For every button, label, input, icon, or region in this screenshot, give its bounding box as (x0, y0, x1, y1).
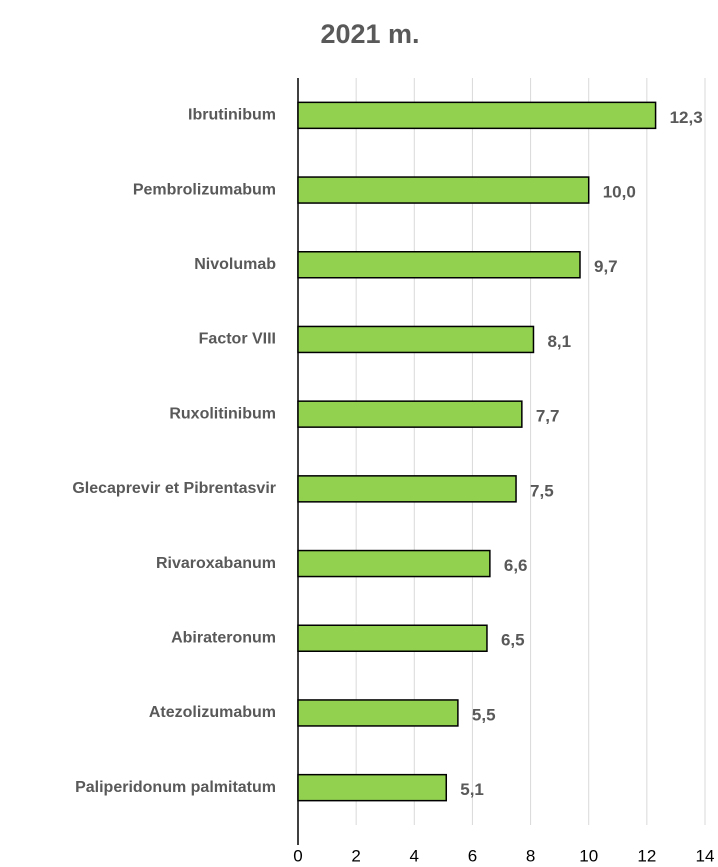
x-tick-label: 4 (410, 846, 419, 865)
data-label: 9,7 (594, 257, 618, 276)
x-tick-label: 14 (696, 846, 715, 865)
data-label: 7,7 (536, 407, 560, 426)
x-tick-label: 2 (351, 846, 360, 865)
data-label: 12,3 (670, 108, 703, 127)
data-label: 8,1 (547, 332, 571, 351)
data-label: 6,5 (501, 631, 525, 650)
y-tick-label: Pembrolizumabum (133, 181, 276, 198)
bar (297, 699, 459, 727)
bar (297, 176, 590, 204)
x-tick-label: 8 (526, 846, 535, 865)
x-tick-label: 0 (293, 846, 302, 865)
bar (297, 251, 581, 279)
bar (297, 549, 491, 578)
bar (297, 773, 448, 802)
y-tick-label: Ruxolitinibum (169, 405, 276, 422)
y-tick-label: Abirateronum (171, 629, 276, 646)
y-tick-label: Nivolumab (194, 256, 276, 273)
data-label: 7,5 (530, 481, 554, 500)
data-label: 5,1 (460, 780, 484, 799)
y-tick-label: Factor VIII (199, 331, 276, 348)
bar (297, 400, 523, 428)
bar (297, 101, 657, 130)
bar (297, 325, 535, 354)
y-tick-label: Atezolizumabum (149, 704, 276, 721)
data-label: 6,6 (504, 556, 528, 575)
data-label: 5,5 (472, 705, 496, 724)
y-tick-label: Ibrutinibum (188, 107, 276, 124)
bar (297, 475, 517, 503)
chart-title: 2021 m. (320, 19, 419, 49)
y-tick-label: Glecaprevir et Pibrentasvir (72, 480, 276, 497)
x-tick-label: 10 (579, 846, 598, 865)
x-tick-label: 12 (637, 846, 656, 865)
bar (297, 624, 488, 652)
y-tick-label: Rivaroxabanum (156, 555, 276, 572)
x-tick-label: 6 (468, 846, 477, 865)
y-tick-label: Paliperidonum palmitatum (75, 779, 276, 796)
data-label: 10,0 (603, 183, 636, 202)
